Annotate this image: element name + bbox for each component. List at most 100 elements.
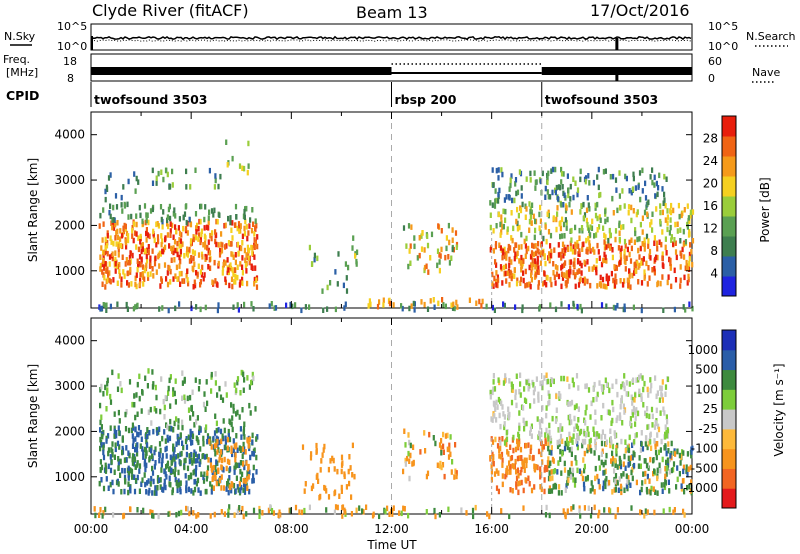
range-gate-cell xyxy=(326,284,329,291)
range-gate-cell xyxy=(127,178,130,185)
range-gate-cell xyxy=(610,420,613,426)
range-gate-cell xyxy=(106,377,109,384)
range-gate-cell xyxy=(542,235,545,242)
range-gate-cell xyxy=(579,276,582,282)
range-gate-cell xyxy=(134,188,137,194)
range-gate-cell xyxy=(246,244,249,251)
range-gate-cell xyxy=(135,175,138,182)
range-gate-cell xyxy=(616,302,619,309)
range-gate-cell xyxy=(491,167,494,173)
range-gate-cell xyxy=(134,275,137,282)
range-gate-cell xyxy=(517,212,520,219)
range-gate-cell xyxy=(241,446,244,452)
range-gate-cell xyxy=(241,270,244,276)
range-gate-cell xyxy=(682,228,685,235)
range-gate-cell xyxy=(119,236,122,242)
range-gate-cell xyxy=(136,258,139,264)
range-gate-cell xyxy=(113,454,116,460)
range-gate-cell xyxy=(107,447,110,453)
range-gate-cell xyxy=(241,264,244,270)
range-gate-cell xyxy=(212,485,215,491)
range-gate-cell xyxy=(584,410,587,416)
range-gate-cell xyxy=(151,369,154,375)
range-gate-cell xyxy=(112,240,115,247)
range-gate-cell xyxy=(121,254,124,260)
range-gate-cell xyxy=(220,474,223,480)
range-gate-cell xyxy=(555,216,558,223)
range-gate-cell xyxy=(512,434,515,441)
range-gate-cell xyxy=(575,438,578,444)
range-gate-cell xyxy=(519,446,523,453)
range-gate-cell xyxy=(530,250,534,256)
range-gate-cell xyxy=(117,456,120,462)
range-gate-cell xyxy=(224,444,227,451)
range-gate-cell xyxy=(471,507,475,514)
range-gate-cell xyxy=(236,462,239,469)
range-gate-cell xyxy=(574,477,577,483)
range-gate-cell xyxy=(588,180,591,186)
range-gate-cell xyxy=(237,487,240,493)
range-gate-cell xyxy=(451,227,454,233)
range-gate-cell xyxy=(509,177,512,183)
velocity-colorbar-swatch xyxy=(722,389,736,410)
range-gate-cell xyxy=(513,464,516,470)
range-gate-cell xyxy=(99,212,102,219)
range-gate-cell xyxy=(138,261,141,267)
range-gate-cell xyxy=(660,391,663,397)
range-gate-cell xyxy=(223,511,226,517)
range-gate-cell xyxy=(433,507,436,514)
range-gate-cell xyxy=(109,235,112,241)
range-gate-cell xyxy=(195,225,198,231)
ytick-label-1000: 1000 xyxy=(54,264,85,278)
range-gate-cell xyxy=(679,277,682,284)
range-gate-cell xyxy=(673,267,676,274)
range-gate-cell xyxy=(583,485,586,492)
cpid-label: CPID xyxy=(6,88,39,103)
range-gate-cell xyxy=(623,373,626,379)
range-gate-cell xyxy=(514,181,517,187)
range-gate-cell xyxy=(127,475,130,481)
range-gate-cell xyxy=(647,392,650,398)
range-gate-cell xyxy=(537,269,540,275)
range-gate-cell xyxy=(146,232,150,238)
range-gate-cell xyxy=(509,444,512,450)
range-gate-cell xyxy=(451,237,454,243)
range-gate-cell xyxy=(171,487,174,493)
range-gate-cell xyxy=(183,394,186,400)
power-colorbar-tick-8: 8 xyxy=(710,244,718,258)
range-gate-cell xyxy=(500,214,503,220)
range-gate-cell xyxy=(578,227,581,234)
range-gate-cell xyxy=(620,473,623,479)
range-gate-cell xyxy=(119,242,122,249)
range-gate-cell xyxy=(687,466,690,472)
range-gate-cell xyxy=(185,485,188,491)
range-gate-cell xyxy=(571,467,575,474)
range-gate-cell xyxy=(109,278,112,285)
range-gate-cell xyxy=(577,258,580,264)
range-gate-cell xyxy=(667,274,670,280)
range-gate-cell xyxy=(230,487,233,494)
range-gate-cell xyxy=(391,511,394,517)
range-gate-cell xyxy=(430,231,434,238)
range-gate-cell xyxy=(244,218,247,225)
range-gate-cell xyxy=(515,190,518,197)
range-gate-cell xyxy=(227,478,230,484)
range-gate-cell xyxy=(169,232,172,238)
range-gate-cell xyxy=(604,168,607,174)
range-gate-cell xyxy=(566,437,569,443)
range-gate-cell xyxy=(559,433,563,440)
range-gate-cell xyxy=(612,210,615,216)
range-gate-cell xyxy=(491,304,494,311)
range-gate-cell xyxy=(546,179,549,185)
range-gate-cell xyxy=(501,254,504,261)
range-gate-cell xyxy=(509,245,512,251)
range-gate-cell xyxy=(664,236,667,242)
range-gate-cell xyxy=(664,244,667,251)
range-gate-cell xyxy=(552,215,555,221)
range-gate-cell xyxy=(527,475,530,481)
range-gate-cell xyxy=(243,481,246,488)
range-gate-cell xyxy=(503,440,507,446)
range-gate-cell xyxy=(200,272,203,278)
range-gate-cell xyxy=(150,420,153,426)
range-gate-cell xyxy=(447,222,450,229)
